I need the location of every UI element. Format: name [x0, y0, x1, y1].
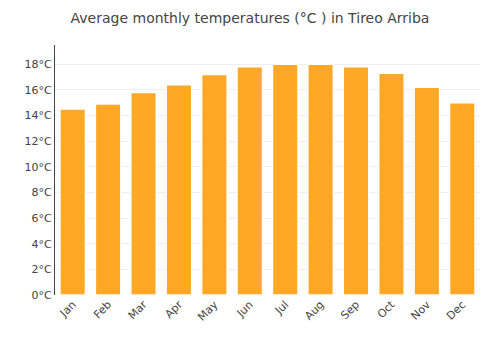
svg-text:Jun: Jun: [234, 298, 256, 320]
svg-text:Feb: Feb: [91, 298, 114, 321]
svg-text:Sep: Sep: [338, 298, 362, 322]
svg-text:May: May: [195, 298, 221, 324]
svg-text:Jul: Jul: [272, 298, 291, 317]
svg-text:Mar: Mar: [126, 298, 150, 322]
svg-text:Jan: Jan: [57, 298, 79, 320]
svg-text:8°C: 8°C: [32, 186, 52, 199]
svg-text:Oct: Oct: [375, 298, 398, 321]
svg-text:Apr: Apr: [162, 298, 185, 321]
svg-text:18°C: 18°C: [25, 58, 52, 71]
svg-text:14°C: 14°C: [25, 109, 52, 122]
svg-text:0°C: 0°C: [32, 289, 52, 302]
svg-text:Nov: Nov: [409, 298, 434, 323]
svg-text:12°C: 12°C: [25, 135, 52, 148]
svg-text:10°C: 10°C: [25, 161, 52, 174]
svg-text:Average monthly temperatures (: Average monthly temperatures (°C ) in Ti…: [71, 10, 430, 26]
svg-text:16°C: 16°C: [25, 84, 52, 97]
svg-text:2°C: 2°C: [32, 263, 52, 276]
svg-text:6°C: 6°C: [32, 212, 52, 225]
svg-text:4°C: 4°C: [32, 238, 52, 251]
svg-text:Dec: Dec: [444, 298, 468, 322]
svg-text:Aug: Aug: [302, 298, 326, 322]
